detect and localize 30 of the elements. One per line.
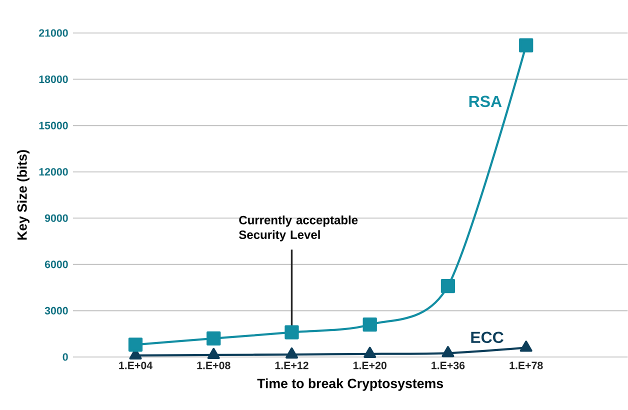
x-axis-title: Time to break Cryptosystems — [257, 378, 444, 391]
y-tick-label: 12000 — [39, 168, 68, 176]
y-tick-label: 15000 — [39, 122, 68, 130]
point — [285, 347, 298, 359]
point — [284, 325, 299, 340]
x-tick-label: 1.E+78 — [510, 362, 543, 370]
point — [128, 338, 143, 352]
x-tick-label: 1.E+36 — [432, 362, 465, 370]
point — [519, 38, 534, 52]
y-tick-label: 21000 — [39, 29, 68, 37]
y-tick-label: 0 — [62, 353, 68, 361]
x-tick-label: 1.E+08 — [197, 362, 230, 370]
annotation: Currently acceptable Security Level — [239, 216, 358, 242]
point — [520, 340, 532, 352]
series-label: RSA — [469, 96, 502, 108]
x-tick-label: 1.E+12 — [275, 362, 308, 370]
point — [440, 278, 456, 294]
x-tick-label: 1.E+20 — [353, 362, 386, 370]
y-axis-title: Key Size (bits) — [17, 150, 30, 240]
point — [362, 318, 377, 332]
y-tick-label: 6000 — [44, 260, 68, 268]
series-label: ECC — [471, 332, 504, 344]
point — [364, 346, 376, 358]
point — [207, 348, 220, 360]
point — [206, 331, 221, 346]
y-tick-label: 18000 — [39, 76, 68, 84]
point — [442, 346, 454, 358]
x-tick-label: 1.E+04 — [119, 362, 152, 370]
y-tick-label: 3000 — [44, 306, 68, 314]
y-tick-label: 9000 — [44, 214, 68, 222]
